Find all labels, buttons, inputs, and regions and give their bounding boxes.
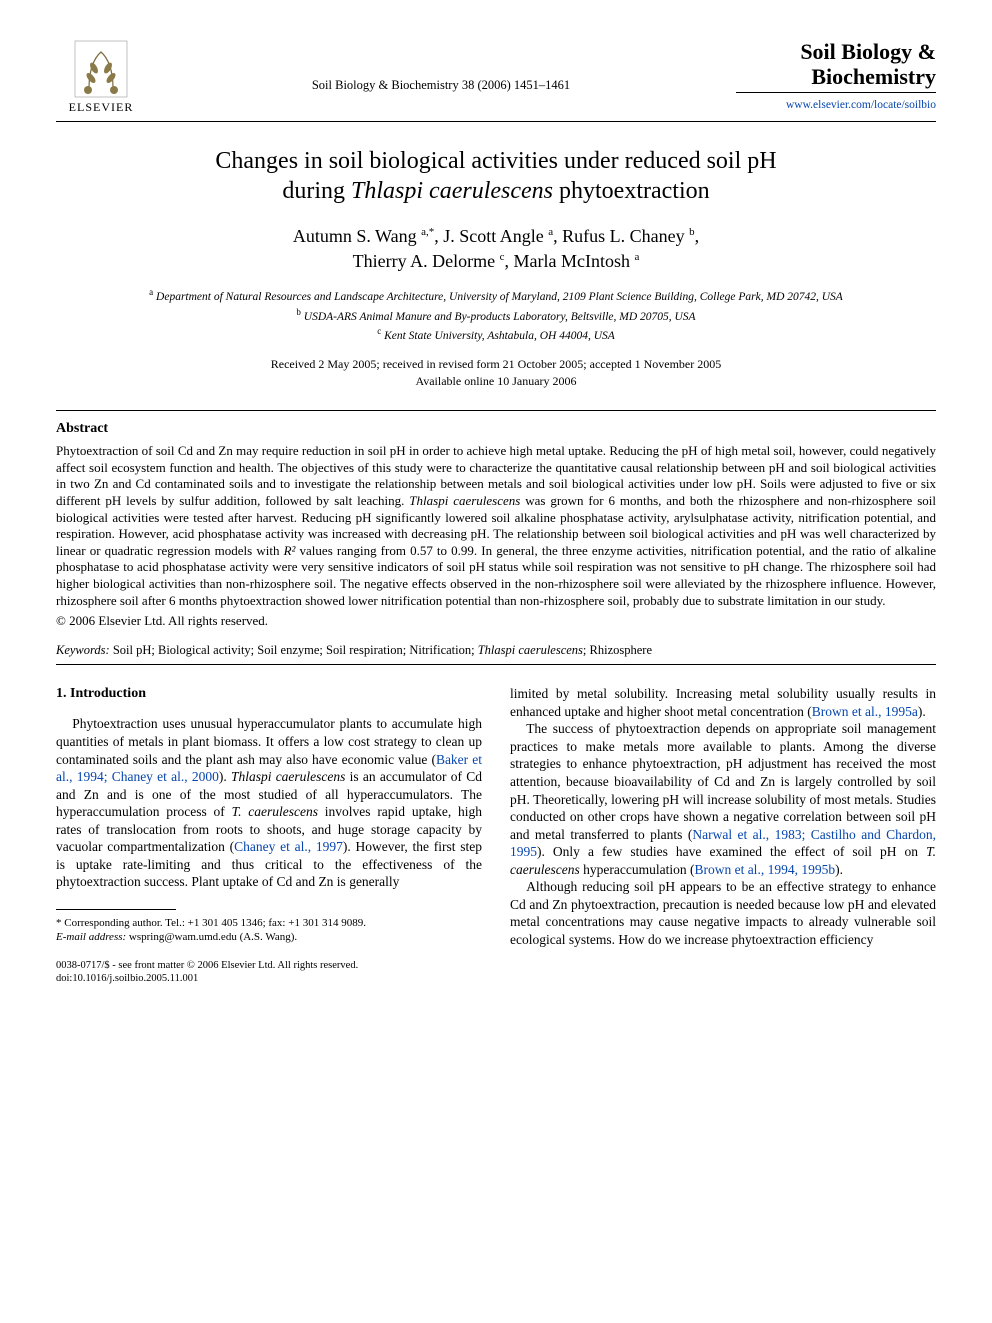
intro-p1-right: limited by metal solubility. Increasing …: [510, 685, 936, 720]
authors-line1: Autumn S. Wang a,*, J. Scott Angle a, Ru…: [293, 226, 699, 246]
affiliation-a: a Department of Natural Resources and La…: [56, 286, 936, 305]
date-received: Received 2 May 2005; received in revised…: [56, 356, 936, 373]
abstract-rsq: R²: [284, 543, 296, 558]
date-online: Available online 10 January 2006: [56, 373, 936, 390]
footnote-email: E-mail address: wspring@wam.umd.edu (A.S…: [56, 930, 482, 944]
affiliations: a Department of Natural Resources and La…: [56, 286, 936, 344]
abstract-top-rule: [56, 410, 936, 411]
intro-p3: Although reducing soil pH appears to be …: [510, 878, 936, 948]
cite-chaney-1997[interactable]: Chaney et al., 1997: [234, 839, 343, 854]
authors: Autumn S. Wang a,*, J. Scott Angle a, Ru…: [56, 224, 936, 274]
footnote-rule: [56, 909, 176, 910]
citation-line: Soil Biology & Biochemistry 38 (2006) 14…: [146, 40, 736, 93]
doi-line: doi:10.1016/j.soilbio.2005.11.001: [56, 972, 482, 986]
column-right: limited by metal solubility. Increasing …: [510, 685, 936, 986]
journal-rule: [736, 92, 936, 93]
affiliation-c: c Kent State University, Ashtabula, OH 4…: [56, 325, 936, 344]
abstract-body: Phytoextraction of soil Cd and Zn may re…: [56, 443, 936, 609]
abstract-copyright: © 2006 Elsevier Ltd. All rights reserved…: [56, 613, 936, 629]
footnotes: * Corresponding author. Tel.: +1 301 405…: [56, 916, 482, 945]
title-species: Thlaspi caerulescens: [351, 178, 553, 204]
footnote-corresponding: * Corresponding author. Tel.: +1 301 405…: [56, 916, 482, 930]
elsevier-logo: [74, 40, 128, 98]
page: ELSEVIER Soil Biology & Biochemistry 38 …: [0, 0, 992, 1016]
dates: Received 2 May 2005; received in revised…: [56, 356, 936, 390]
journal-title-line2: Biochemistry: [736, 65, 936, 88]
publisher-block: ELSEVIER: [56, 40, 146, 115]
journal-link[interactable]: www.elsevier.com/locate/soilbio: [786, 99, 936, 111]
publisher-name: ELSEVIER: [69, 100, 134, 115]
affiliation-b: b USDA-ARS Animal Manure and By-products…: [56, 306, 936, 325]
keywords-label: Keywords:: [56, 643, 110, 657]
journal-title-line1: Soil Biology &: [736, 40, 936, 63]
abstract-species1: Thlaspi caerulescens: [409, 493, 520, 508]
issn-line: 0038-0717/$ - see front matter © 2006 El…: [56, 959, 482, 973]
title-line1: Changes in soil biological activities un…: [215, 148, 776, 174]
journal-block: Soil Biology & Biochemistry www.elsevier…: [736, 40, 936, 113]
top-rule: [56, 121, 936, 122]
article-title: Changes in soil biological activities un…: [96, 146, 896, 206]
keywords: Keywords: Soil pH; Biological activity; …: [56, 643, 936, 658]
cite-brown-1994-1995b[interactable]: Brown et al., 1994, 1995b: [694, 862, 835, 877]
intro-p1-left: Phytoextraction uses unusual hyperaccumu…: [56, 715, 482, 890]
authors-line2: Thierry A. Delorme c, Marla McIntosh a: [353, 251, 640, 271]
keywords-pre: Soil pH; Biological activity; Soil enzym…: [110, 643, 478, 657]
intro-heading: 1. Introduction: [56, 685, 482, 703]
column-left: 1. Introduction Phytoextraction uses unu…: [56, 685, 482, 986]
keywords-bottom-rule: [56, 664, 936, 665]
keywords-post: ; Rhizosphere: [583, 643, 652, 657]
bottom-meta: 0038-0717/$ - see front matter © 2006 El…: [56, 959, 482, 986]
cite-brown-1995a[interactable]: Brown et al., 1995a: [812, 704, 918, 719]
header-row: ELSEVIER Soil Biology & Biochemistry 38 …: [56, 40, 936, 115]
intro-p2: The success of phytoextraction depends o…: [510, 720, 936, 878]
title-line2-post: phytoextraction: [553, 178, 710, 204]
body-columns: 1. Introduction Phytoextraction uses unu…: [56, 685, 936, 986]
title-line2-pre: during: [282, 178, 351, 204]
keywords-species: Thlaspi caerulescens: [478, 643, 583, 657]
abstract-heading: Abstract: [56, 421, 936, 437]
